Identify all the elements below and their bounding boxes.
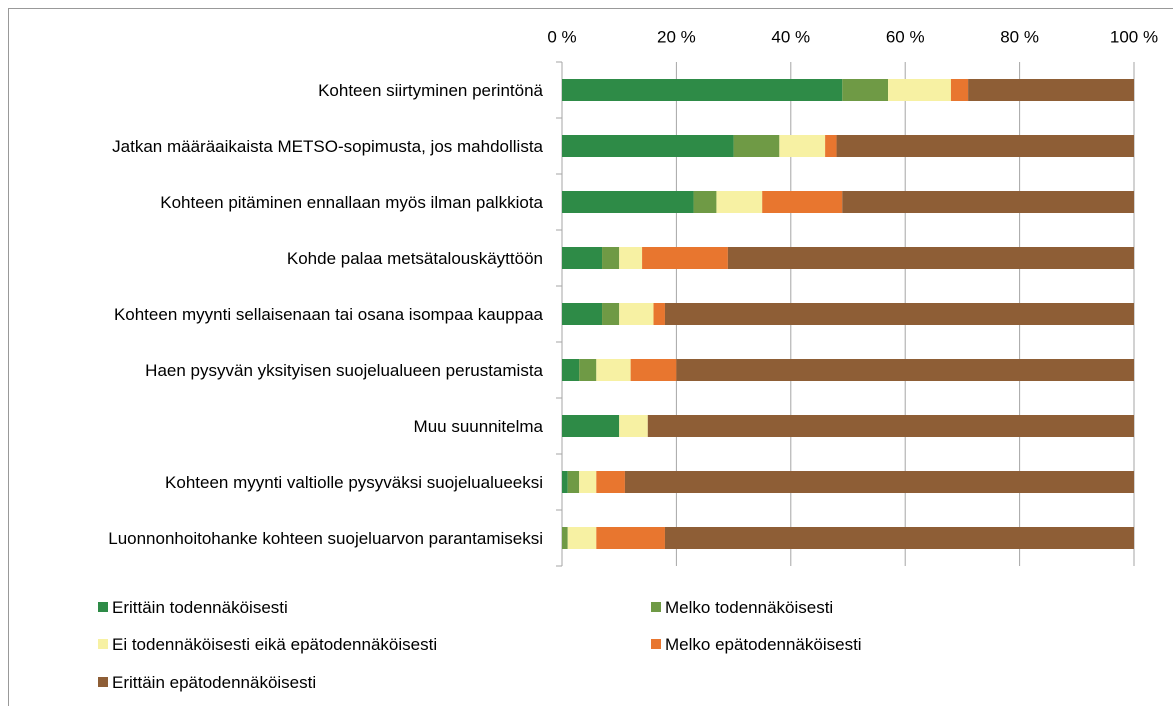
- legend-swatch: [98, 677, 108, 687]
- bar-segment: [950, 79, 969, 101]
- legend-label: Erittäin epätodennäköisesti: [112, 673, 317, 692]
- legend-item: Ei todennäköisesti eikä epätodennäköises…: [98, 635, 437, 655]
- bar-segment: [642, 247, 728, 269]
- bar-segment: [562, 247, 603, 269]
- bar-segment: [619, 303, 654, 325]
- category-label: Kohteen pitäminen ennallaan myös ilman p…: [23, 174, 543, 230]
- bar-segment: [562, 79, 843, 101]
- legend-item: Melko todennäköisesti: [651, 598, 833, 618]
- bar-segment: [842, 79, 889, 101]
- bar-segment: [562, 415, 620, 437]
- bar-segment: [716, 191, 763, 213]
- legend-label: Erittäin todennäköisesti: [112, 598, 288, 617]
- bar-segment: [619, 415, 648, 437]
- bar-segment: [567, 471, 580, 493]
- bar-segment: [562, 135, 734, 157]
- legend-swatch: [98, 639, 108, 649]
- category-label: Muu suunnitelma: [23, 398, 543, 454]
- bar-segment: [579, 471, 597, 493]
- x-tick-label: 0 %: [547, 27, 576, 46]
- category-text: Haen pysyvän yksityisen suojelualueen pe…: [145, 360, 543, 380]
- bar-segment: [579, 359, 597, 381]
- bar-segment: [562, 471, 568, 493]
- legend-item: Erittäin epätodennäköisesti: [98, 673, 316, 693]
- bar-segment: [562, 191, 694, 213]
- bar-segment: [664, 303, 1134, 325]
- legend-swatch: [98, 602, 108, 612]
- bar-segment: [596, 527, 665, 549]
- x-tick-label: 80 %: [1000, 27, 1039, 46]
- bar-segment: [733, 135, 780, 157]
- bar-segment: [619, 247, 643, 269]
- bar-segment: [779, 135, 826, 157]
- legend-label: Melko epätodennäköisesti: [665, 635, 862, 654]
- bar-segment: [762, 191, 843, 213]
- bar-segment: [647, 415, 1134, 437]
- legend-swatch: [651, 602, 661, 612]
- bar-segment: [624, 471, 1134, 493]
- category-label: Luonnonhoitohanke kohteen suojeluarvon p…: [23, 510, 543, 566]
- bar-segment: [602, 247, 620, 269]
- bar-segment: [596, 471, 625, 493]
- legend-item: Melko epätodennäköisesti: [651, 635, 862, 655]
- bar-segment: [968, 79, 1134, 101]
- category-text: Muu suunnitelma: [413, 416, 543, 436]
- bar-segment: [567, 527, 597, 549]
- bar-segment: [842, 191, 1134, 213]
- bar-segment: [693, 191, 717, 213]
- legend-label: Melko todennäköisesti: [665, 598, 834, 617]
- bar-segment: [562, 527, 568, 549]
- x-tick-label: 100 %: [1110, 27, 1158, 46]
- category-label: Jatkan määräaikaista METSO-sopimusta, jo…: [23, 118, 543, 174]
- x-tick-label: 20 %: [657, 27, 696, 46]
- category-text: Kohteen siirtyminen perintönä: [318, 80, 543, 100]
- legend-label: Ei todennäköisesti eikä epätodennäköises…: [112, 635, 438, 654]
- x-tick-label: 40 %: [771, 27, 810, 46]
- category-text: Kohteen myynti valtiolle pysyväksi suoje…: [165, 472, 543, 492]
- x-tick-label: 60 %: [886, 27, 925, 46]
- bar-segment: [727, 247, 1134, 269]
- bar-segment: [888, 79, 951, 101]
- category-label: Haen pysyvän yksityisen suojelualueen pe…: [23, 342, 543, 398]
- category-text: Kohteen myynti sellaisenaan tai osana is…: [113, 304, 543, 324]
- category-label: Kohteen siirtyminen perintönä: [23, 62, 543, 118]
- category-text: Kohteen pitäminen ennallaan myös ilman p…: [160, 192, 543, 212]
- bar-segment: [836, 135, 1134, 157]
- bar-segment: [825, 135, 837, 157]
- category-text: Kohde palaa metsätalouskäyttöön: [286, 248, 543, 268]
- bar-segment: [562, 359, 580, 381]
- legend-item: Erittäin todennäköisesti: [98, 598, 288, 618]
- legend-swatch: [651, 639, 661, 649]
- bar-segment: [653, 303, 665, 325]
- bar-segment: [562, 303, 603, 325]
- category-label: Kohteen myynti sellaisenaan tai osana is…: [23, 286, 543, 342]
- bar-segment: [664, 527, 1134, 549]
- bar-segment: [596, 359, 631, 381]
- bar-segment: [602, 303, 620, 325]
- category-text: Luonnonhoitohanke kohteen suojeluarvon p…: [108, 528, 543, 548]
- bar-segment: [676, 359, 1134, 381]
- chart-frame: [8, 8, 1173, 706]
- category-text: Jatkan määräaikaista METSO-sopimusta, jo…: [112, 136, 543, 156]
- category-label: Kohteen myynti valtiolle pysyväksi suoje…: [23, 454, 543, 510]
- category-label: Kohde palaa metsätalouskäyttöön: [23, 230, 543, 286]
- bar-segment: [630, 359, 677, 381]
